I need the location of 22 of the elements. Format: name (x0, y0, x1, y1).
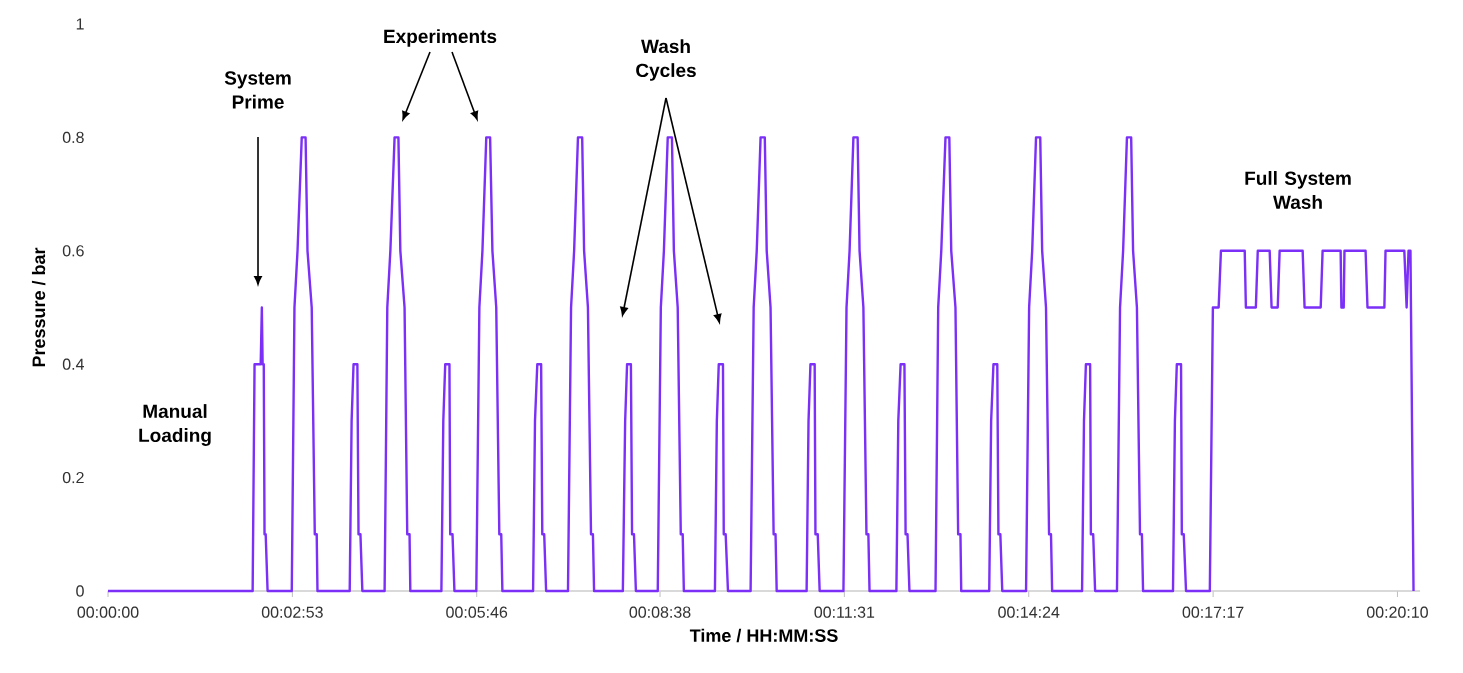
y-tick-label: 1 (76, 18, 84, 30)
y-tick-label: 0.8 (62, 131, 84, 144)
x-tick-label: 00:11:31 (814, 606, 875, 618)
y-tick-label: 0.2 (62, 471, 84, 484)
annotation: Wash Cycles (636, 39, 696, 81)
x-tick-label: 00:00:00 (77, 606, 139, 618)
y-axis-title: Pressure / bar (31, 247, 46, 367)
annotation: Experiments (384, 29, 497, 47)
x-tick-label: 00:20:10 (1366, 606, 1428, 618)
annotation: System Prime (224, 71, 291, 109)
x-tick-label: 00:02:53 (261, 606, 323, 618)
x-tick-label: 00:17:17 (1182, 606, 1244, 618)
annotation: Full System Wash (1245, 171, 1351, 209)
y-tick-label: 0.6 (62, 245, 84, 257)
x-tick-label: 00:05:46 (446, 606, 508, 618)
y-tick-label: 0.4 (62, 358, 84, 370)
annotation: Manual Loading (139, 404, 211, 446)
x-tick-label: 00:08:38 (629, 606, 691, 618)
y-tick-label: 0 (76, 585, 84, 597)
line-series (106, 136, 1415, 593)
x-tick-label: 00:14:24 (998, 606, 1060, 618)
x-axis-title: Time / HH:MM:SS (689, 628, 838, 643)
